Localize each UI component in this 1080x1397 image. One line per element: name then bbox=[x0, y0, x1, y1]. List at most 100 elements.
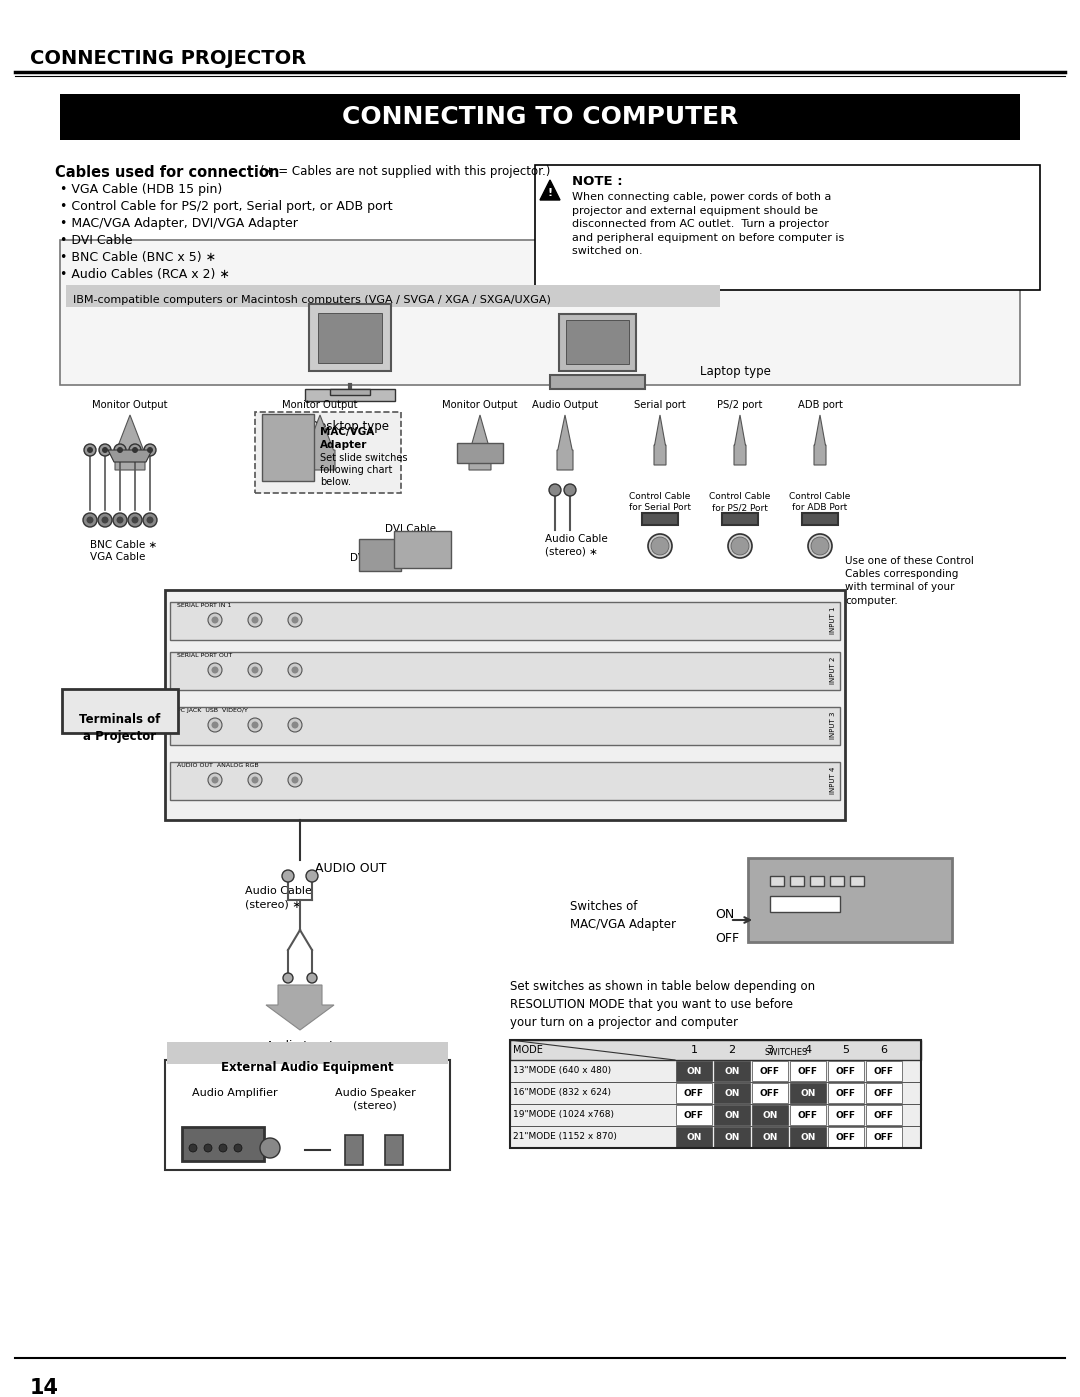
Text: PC JACK  USB  VIDEO/Y: PC JACK USB VIDEO/Y bbox=[177, 708, 248, 712]
Text: • BNC Cable (BNC x 5) ∗: • BNC Cable (BNC x 5) ∗ bbox=[60, 251, 216, 264]
Text: AUDIO OUT: AUDIO OUT bbox=[315, 862, 387, 875]
Text: OFF: OFF bbox=[715, 932, 739, 944]
Text: When connecting cable, power cords of both a
projector and external equipment sh: When connecting cable, power cords of bo… bbox=[572, 191, 845, 257]
Circle shape bbox=[132, 447, 138, 453]
FancyBboxPatch shape bbox=[789, 1105, 826, 1125]
FancyBboxPatch shape bbox=[183, 1127, 264, 1161]
Circle shape bbox=[728, 534, 752, 557]
Text: BNC Cable ∗: BNC Cable ∗ bbox=[90, 541, 158, 550]
Circle shape bbox=[648, 534, 672, 557]
Text: ON: ON bbox=[686, 1066, 702, 1076]
Text: DVI Cable: DVI Cable bbox=[384, 524, 436, 534]
FancyBboxPatch shape bbox=[770, 895, 840, 912]
Text: VGA Cable: VGA Cable bbox=[90, 552, 146, 562]
Text: Audio Amplifier: Audio Amplifier bbox=[192, 1088, 278, 1098]
Text: OFF: OFF bbox=[836, 1111, 856, 1119]
Text: OFF: OFF bbox=[836, 1088, 856, 1098]
FancyBboxPatch shape bbox=[789, 1127, 826, 1147]
FancyBboxPatch shape bbox=[535, 165, 1040, 291]
Circle shape bbox=[292, 666, 298, 673]
Text: ADB port: ADB port bbox=[797, 400, 842, 409]
FancyBboxPatch shape bbox=[170, 652, 840, 690]
Circle shape bbox=[83, 513, 97, 527]
FancyBboxPatch shape bbox=[789, 1083, 826, 1104]
Circle shape bbox=[117, 517, 123, 524]
Text: Serial port: Serial port bbox=[634, 400, 686, 409]
Circle shape bbox=[252, 777, 258, 784]
Circle shape bbox=[204, 1144, 212, 1153]
Text: ON: ON bbox=[725, 1066, 740, 1076]
FancyBboxPatch shape bbox=[850, 876, 864, 886]
Circle shape bbox=[212, 666, 218, 673]
FancyBboxPatch shape bbox=[60, 240, 1020, 386]
Text: NOTE :: NOTE : bbox=[572, 175, 623, 189]
FancyBboxPatch shape bbox=[676, 1105, 712, 1125]
Circle shape bbox=[114, 444, 126, 455]
Circle shape bbox=[147, 517, 153, 524]
Circle shape bbox=[292, 777, 298, 784]
Circle shape bbox=[234, 1144, 242, 1153]
Text: Use one of these Control
Cables corresponding
with terminal of your
computer.: Use one of these Control Cables correspo… bbox=[845, 556, 974, 606]
FancyBboxPatch shape bbox=[676, 1060, 712, 1081]
Text: AUDIO OUT  ANALOG RGB: AUDIO OUT ANALOG RGB bbox=[177, 763, 258, 768]
Circle shape bbox=[132, 517, 138, 524]
FancyBboxPatch shape bbox=[748, 858, 951, 942]
Circle shape bbox=[208, 773, 222, 787]
Circle shape bbox=[219, 1144, 227, 1153]
Circle shape bbox=[282, 870, 294, 882]
FancyBboxPatch shape bbox=[255, 412, 401, 493]
Polygon shape bbox=[345, 1134, 363, 1165]
FancyBboxPatch shape bbox=[676, 1127, 712, 1147]
FancyBboxPatch shape bbox=[394, 531, 451, 569]
Text: Set switches as shown in table below depending on
RESOLUTION MODE that you want : Set switches as shown in table below dep… bbox=[510, 981, 815, 1030]
Text: 4: 4 bbox=[805, 1045, 811, 1055]
Text: OFF: OFF bbox=[760, 1088, 780, 1098]
Text: ON: ON bbox=[762, 1133, 778, 1141]
Text: Set slide switches: Set slide switches bbox=[320, 453, 407, 462]
Circle shape bbox=[248, 664, 262, 678]
Text: Audio Output: Audio Output bbox=[532, 400, 598, 409]
Circle shape bbox=[288, 664, 302, 678]
Text: MODE: MODE bbox=[513, 1045, 543, 1055]
Circle shape bbox=[288, 613, 302, 627]
FancyBboxPatch shape bbox=[828, 1127, 864, 1147]
Circle shape bbox=[144, 444, 156, 455]
Circle shape bbox=[248, 773, 262, 787]
Polygon shape bbox=[654, 415, 666, 465]
Text: OFF: OFF bbox=[760, 1066, 780, 1076]
Circle shape bbox=[99, 444, 111, 455]
Polygon shape bbox=[305, 415, 335, 469]
FancyBboxPatch shape bbox=[170, 707, 840, 745]
Circle shape bbox=[260, 1139, 280, 1158]
FancyBboxPatch shape bbox=[165, 590, 845, 820]
Text: OFF: OFF bbox=[874, 1133, 894, 1141]
Text: INPUT 1: INPUT 1 bbox=[831, 606, 836, 634]
Text: Monitor Output: Monitor Output bbox=[92, 400, 167, 409]
Text: OFF: OFF bbox=[836, 1066, 856, 1076]
Circle shape bbox=[292, 721, 298, 728]
Text: SERIAL PORT IN 1: SERIAL PORT IN 1 bbox=[177, 604, 231, 608]
FancyBboxPatch shape bbox=[550, 374, 645, 388]
Circle shape bbox=[252, 666, 258, 673]
Polygon shape bbox=[108, 450, 152, 462]
Polygon shape bbox=[814, 415, 826, 465]
FancyBboxPatch shape bbox=[789, 1060, 826, 1081]
Circle shape bbox=[113, 513, 127, 527]
Text: Monitor Output: Monitor Output bbox=[442, 400, 517, 409]
Circle shape bbox=[252, 616, 258, 623]
FancyBboxPatch shape bbox=[714, 1060, 750, 1081]
Circle shape bbox=[84, 444, 96, 455]
FancyBboxPatch shape bbox=[802, 513, 838, 525]
Polygon shape bbox=[540, 180, 561, 200]
FancyBboxPatch shape bbox=[167, 1042, 448, 1065]
Circle shape bbox=[564, 483, 576, 496]
Text: CONNECTING PROJECTOR: CONNECTING PROJECTOR bbox=[30, 49, 307, 68]
Circle shape bbox=[549, 483, 561, 496]
FancyBboxPatch shape bbox=[510, 1126, 921, 1148]
Text: SERIAL PORT OUT: SERIAL PORT OUT bbox=[177, 652, 232, 658]
Text: OFF: OFF bbox=[684, 1111, 704, 1119]
Circle shape bbox=[129, 513, 141, 527]
FancyBboxPatch shape bbox=[457, 443, 503, 462]
FancyBboxPatch shape bbox=[866, 1105, 902, 1125]
Circle shape bbox=[102, 517, 108, 524]
